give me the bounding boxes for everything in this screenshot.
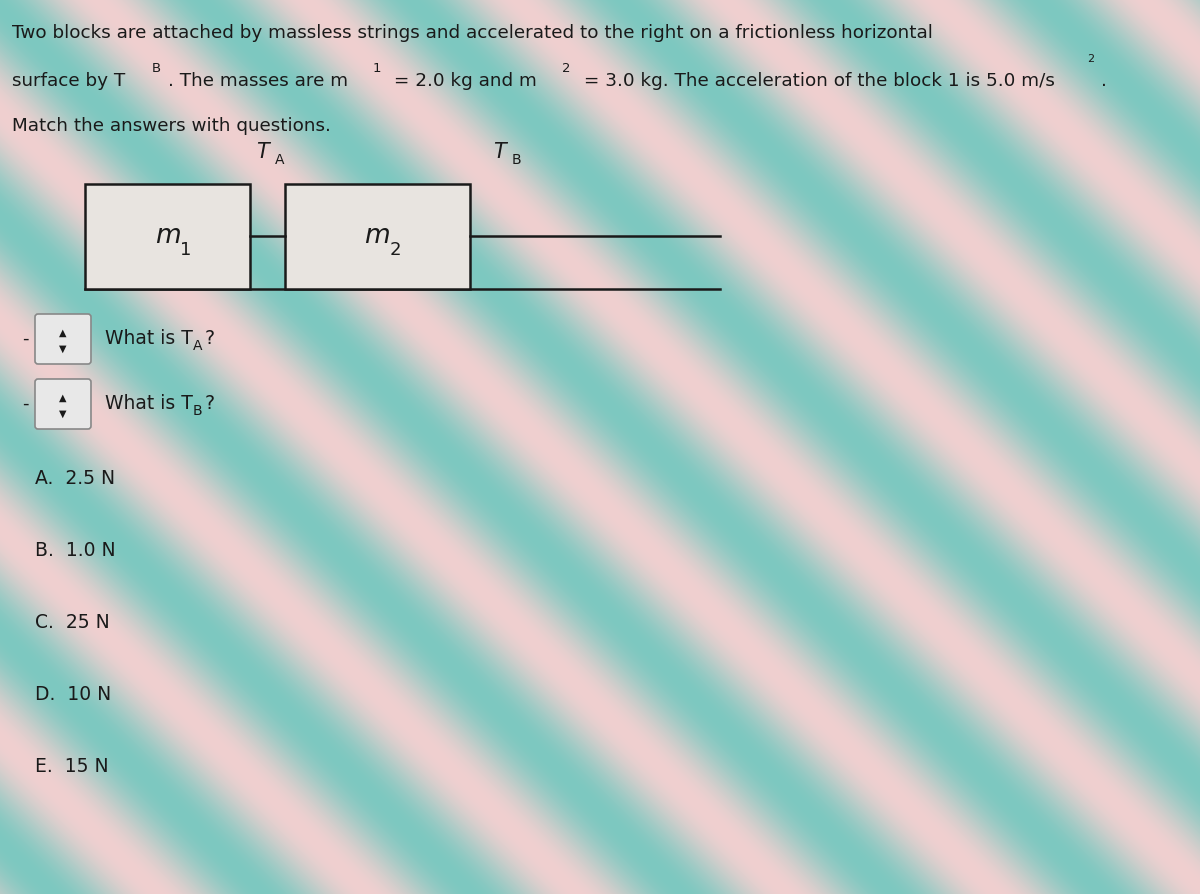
Text: . The masses are m: . The masses are m [168,72,348,90]
Bar [284,184,470,289]
Text: ▼: ▼ [59,409,67,419]
Text: A: A [192,339,202,353]
Text: E.  15 N: E. 15 N [35,757,109,777]
Text: A: A [275,153,284,167]
Text: B.  1.0 N: B. 1.0 N [35,542,115,561]
FancyBboxPatch shape [35,314,91,364]
Text: A.  2.5 N: A. 2.5 N [35,469,115,488]
Text: 2: 2 [562,62,570,75]
Text: T: T [256,142,269,162]
Text: B: B [512,153,522,167]
Text: C.  25 N: C. 25 N [35,613,109,632]
Text: -: - [22,395,29,413]
Text: = 3.0 kg. The acceleration of the block 1 is 5.0 m/s: = 3.0 kg. The acceleration of the block … [578,72,1055,90]
Text: Match the answers with questions.: Match the answers with questions. [12,117,331,135]
Text: surface by T: surface by T [12,72,125,90]
Text: .: . [1100,72,1106,90]
Text: B: B [192,404,202,418]
Bar [85,184,250,289]
Text: 2: 2 [1087,54,1094,64]
Text: 1: 1 [373,62,382,75]
Text: Two blocks are attached by massless strings and accelerated to the right on a fr: Two blocks are attached by massless stri… [12,24,932,42]
Text: -: - [22,330,29,348]
Text: T: T [493,142,506,162]
Text: ?: ? [204,394,215,414]
Text: 2: 2 [390,241,401,259]
Text: What is T: What is T [104,330,193,349]
Text: m: m [155,224,180,249]
Text: ?: ? [204,330,215,349]
Text: What is T: What is T [104,394,193,414]
Text: D.  10 N: D. 10 N [35,686,112,704]
Text: ▲: ▲ [59,328,67,338]
Text: ▼: ▼ [59,344,67,354]
Text: ▲: ▲ [59,393,67,403]
Text: m: m [365,224,390,249]
FancyBboxPatch shape [35,379,91,429]
Text: 1: 1 [180,241,191,259]
Text: B: B [152,62,161,75]
Text: = 2.0 kg and m: = 2.0 kg and m [388,72,536,90]
